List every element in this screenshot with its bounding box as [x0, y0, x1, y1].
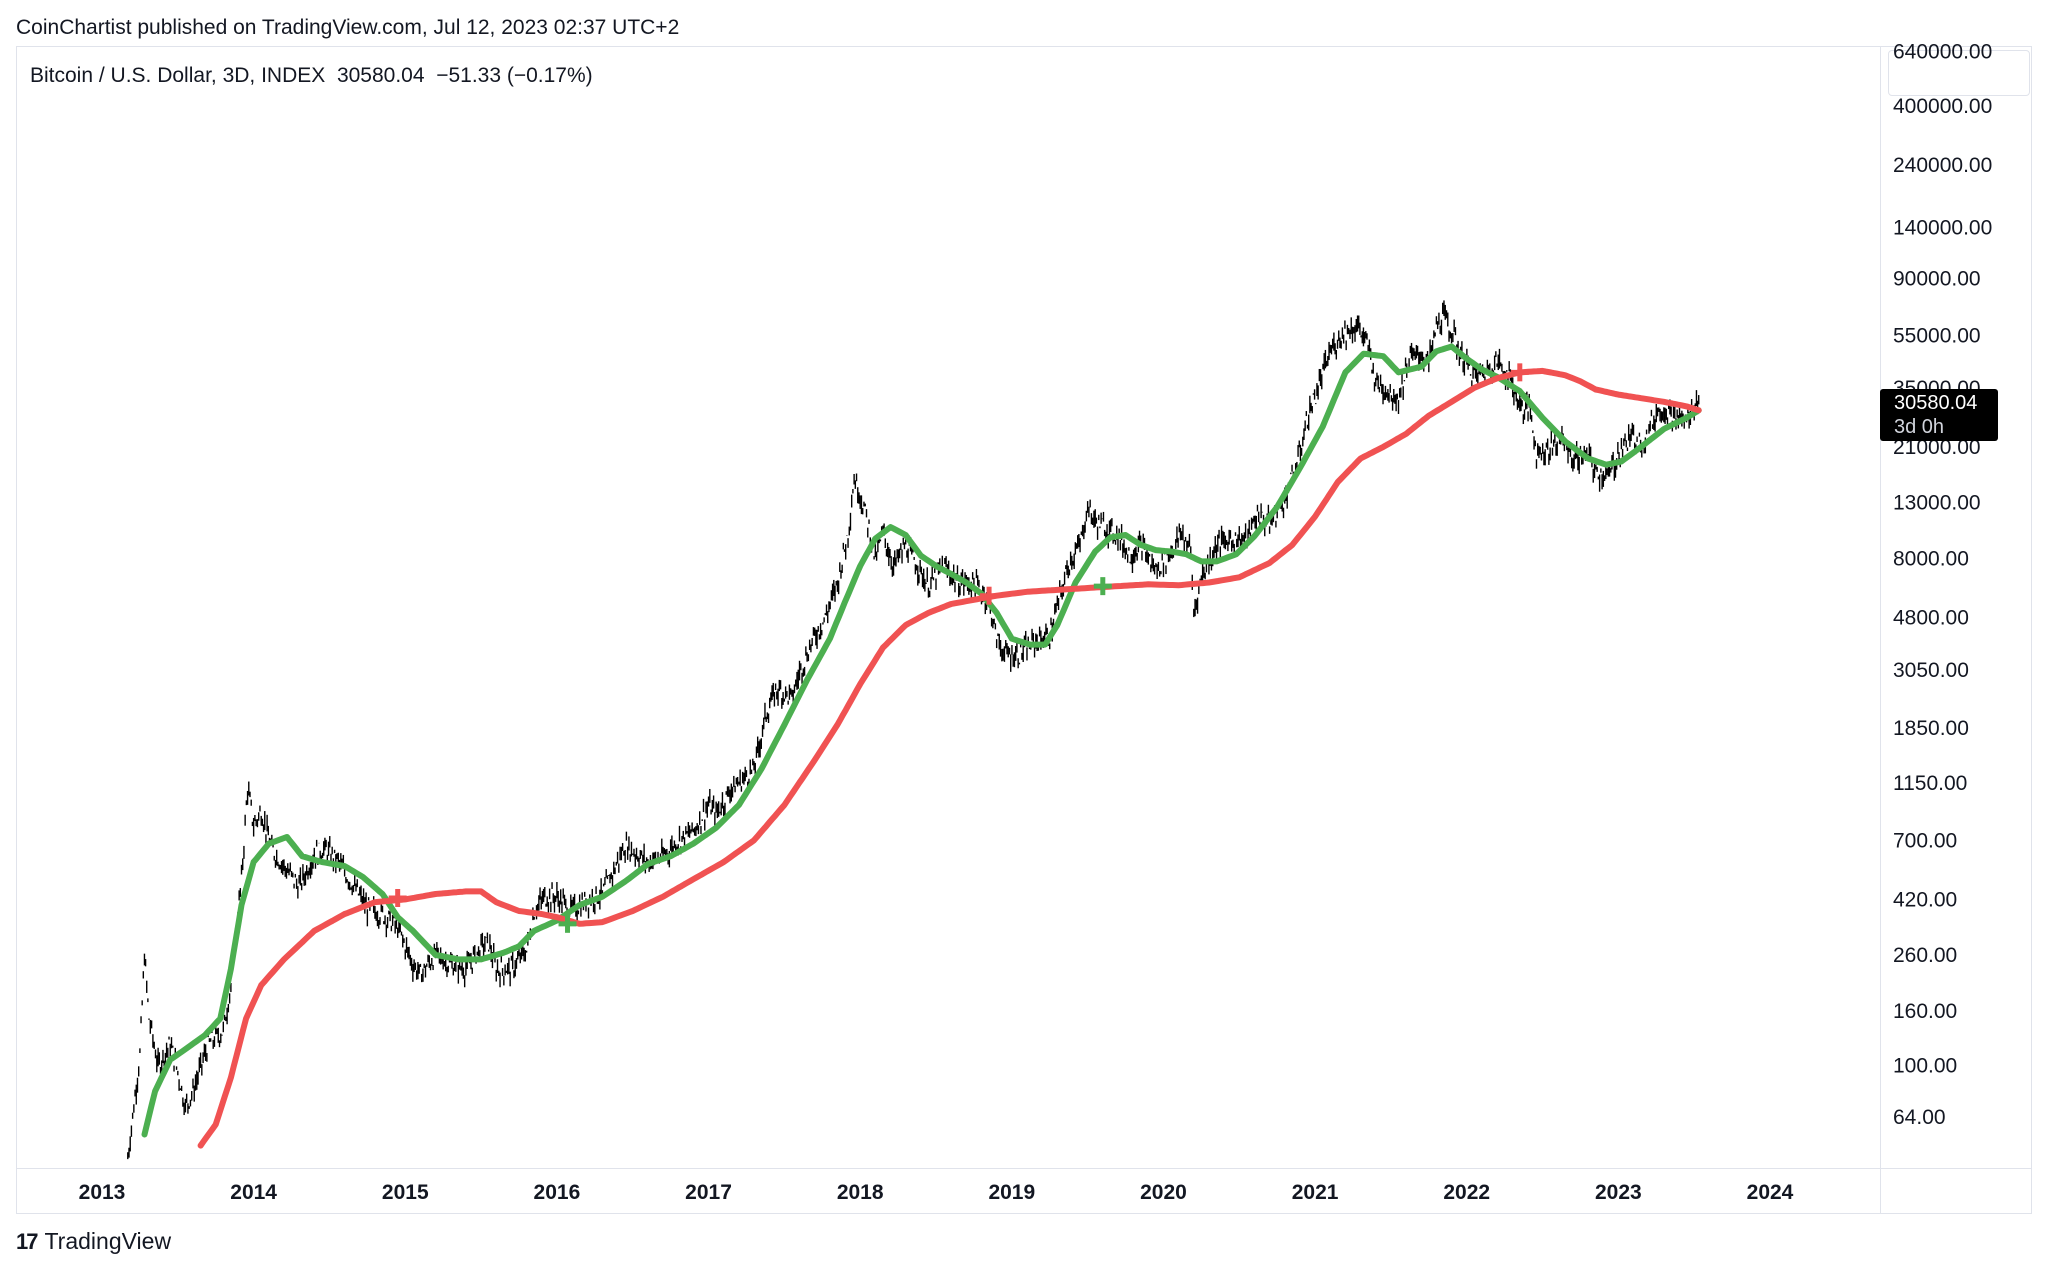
- price-axis-label: 21000.00: [1893, 436, 1981, 459]
- last-price-tag: 30580.04 3d 0h: [1880, 389, 1998, 441]
- price-axis-label: 64.00: [1893, 1106, 1946, 1129]
- price-axis-label: 140000.00: [1893, 216, 1992, 239]
- bearish-cross-marker: [980, 586, 999, 605]
- chart-frame[interactable]: [16, 46, 2032, 1214]
- last-price-value: 30580.04: [1894, 392, 1978, 414]
- time-axis-label: 2020: [1140, 1181, 1187, 1204]
- price-axis-label: 13000.00: [1893, 491, 1981, 514]
- price-scale-corner[interactable]: [1888, 50, 2030, 96]
- slow-ma-line: [197, 367, 1702, 1149]
- legend-symbol: Bitcoin / U.S. Dollar, 3D, INDEX: [30, 64, 326, 87]
- publisher-line: CoinChartist published on TradingView.co…: [16, 16, 680, 39]
- price-axis-label: 8000.00: [1893, 548, 1969, 571]
- time-axis-label: 2015: [382, 1181, 429, 1204]
- bullish-cross-marker: [1093, 577, 1112, 596]
- time-axis-label: 2023: [1595, 1181, 1642, 1204]
- legend-price: 30580.04: [336, 64, 425, 87]
- price-axis-label: 260.00: [1893, 944, 1957, 967]
- plot-area: [127, 300, 1702, 1160]
- time-axis-label: 2013: [79, 1181, 126, 1204]
- price-axis-label: 4800.00: [1893, 607, 1969, 630]
- bar-countdown: 3d 0h: [1894, 416, 1945, 438]
- price-axis-label: 400000.00: [1893, 95, 1992, 118]
- time-axis-label: 2014: [230, 1181, 277, 1204]
- price-axis-label: 100.00: [1893, 1054, 1957, 1077]
- bullish-cross-marker: [558, 914, 577, 933]
- bearish-cross-marker: [388, 889, 407, 908]
- time-axis-label: 2016: [534, 1181, 581, 1204]
- symbol-legend: Bitcoin / U.S. Dollar, 3D, INDEX 30580.0…: [30, 64, 593, 88]
- price-axis-label: 1850.00: [1893, 717, 1969, 740]
- price-axis-label: 420.00: [1893, 888, 1957, 911]
- price-axis-label: 55000.00: [1893, 325, 1981, 348]
- time-axis-label: 2021: [1292, 1181, 1339, 1204]
- price-axis-label: 240000.00: [1893, 154, 1992, 177]
- price-scale-separator: [1880, 46, 1881, 1214]
- price-axis-label: 700.00: [1893, 829, 1957, 852]
- price-axis-label: 1150.00: [1893, 772, 1967, 795]
- time-axis-label: 2024: [1747, 1181, 1794, 1204]
- price-axis-label: 640000.00: [1893, 41, 1992, 64]
- price-axis-label: 160.00: [1893, 1000, 1957, 1023]
- bearish-cross-marker: [1510, 363, 1529, 382]
- fast-ma-line: [141, 343, 1702, 1138]
- tradingview-logo-icon: 17: [16, 1228, 39, 1254]
- time-axis-label: 2022: [1443, 1181, 1490, 1204]
- price-axis-label: 3050.00: [1893, 659, 1969, 682]
- time-axis-label: 2018: [837, 1181, 884, 1204]
- time-axis-label: 2017: [685, 1181, 732, 1204]
- time-scale-separator: [16, 1168, 2032, 1169]
- legend-change: −51.33 (−0.17%): [436, 64, 593, 87]
- tradingview-logo-text: TradingView: [44, 1228, 172, 1254]
- time-axis-label: 2019: [988, 1181, 1035, 1204]
- price-axis-label: 90000.00: [1893, 268, 1981, 291]
- tradingview-logo[interactable]: 17 TradingView: [16, 1228, 171, 1255]
